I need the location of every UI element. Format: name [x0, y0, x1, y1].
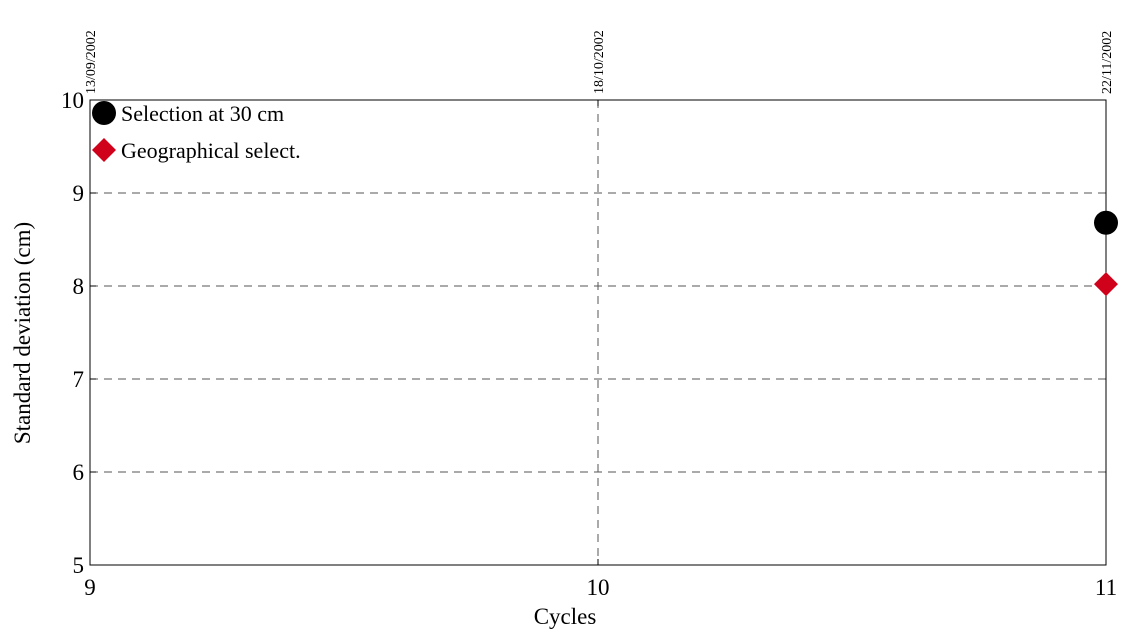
legend-marker: [92, 138, 116, 162]
axis-ticks: 5 6 7 8 9 10 9 10 11 13/09/2002 18/10/2002 22/11/20…: [61, 30, 1117, 600]
y-tick-label: 10: [61, 88, 84, 113]
x-tick-label: 9: [84, 575, 96, 600]
x-axis-title: Cycles: [534, 604, 597, 629]
y-axis-title: Standard deviation (cm): [10, 222, 35, 444]
legend: Selection at 30 cm Geographical select.: [92, 101, 301, 163]
data-point-selection: [1094, 210, 1118, 235]
x-tick-label: 10: [587, 575, 610, 600]
top-date-label: 22/11/2002: [1100, 31, 1115, 94]
y-tick-label: 6: [73, 460, 85, 485]
grid-lines: [90, 100, 1106, 565]
data-points: [1094, 210, 1118, 297]
legend-label: Geographical select.: [121, 138, 301, 163]
x-tick-label: 11: [1095, 575, 1117, 600]
legend-marker: [92, 101, 116, 125]
data-point-geographical: [1094, 272, 1118, 297]
y-tick-label: 9: [73, 181, 85, 206]
y-tick-label: 5: [73, 553, 85, 578]
top-date-label: 13/09/2002: [84, 30, 99, 94]
y-tick-label: 7: [73, 367, 85, 392]
top-date-label: 18/10/2002: [592, 30, 607, 94]
legend-label: Selection at 30 cm: [121, 101, 284, 126]
y-tick-label: 8: [73, 274, 85, 299]
